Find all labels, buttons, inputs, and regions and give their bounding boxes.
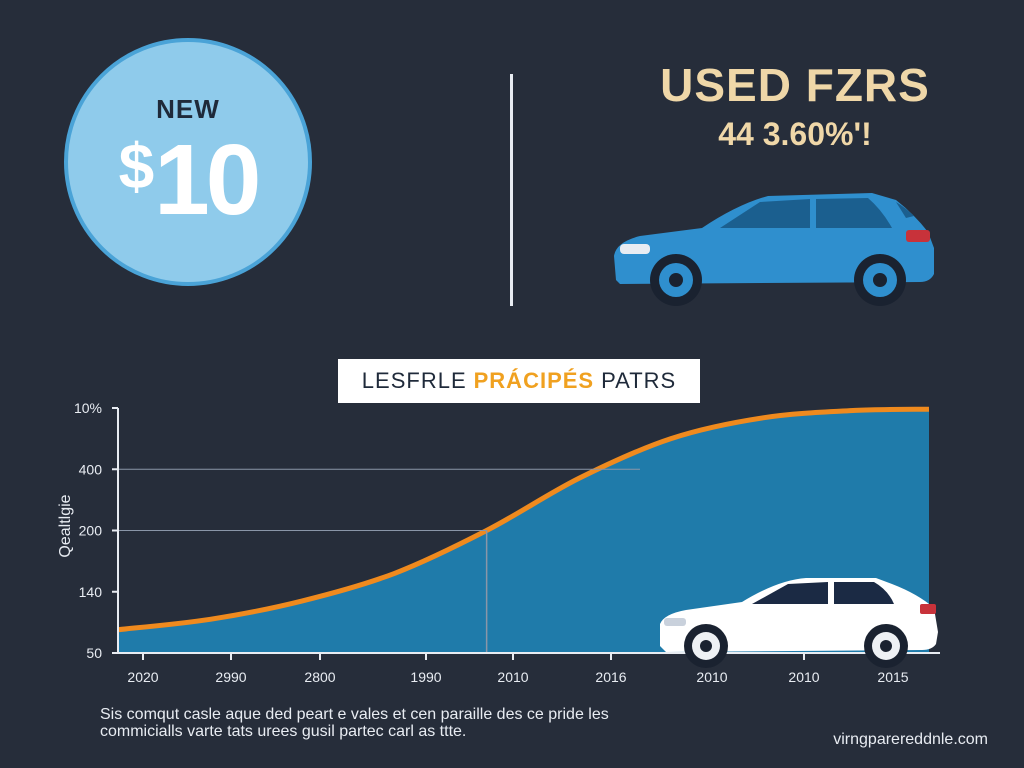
y-tick-labels: 10% 400 200 140 50 [74,400,118,661]
y-tick-label: 140 [79,584,103,600]
x-tick-label: 1990 [410,669,441,685]
x-tick-labels: 2020 2990 2800 1990 2010 2016 2010 2010 2015 [127,653,909,685]
used-subtitle: 44 3.60%'! [718,116,872,152]
y-axis-label: Qealtlgie [57,494,74,557]
series-area-fill [118,409,929,653]
x-tick-label: 2990 [215,669,246,685]
banner-suffix: PATRS [601,368,677,393]
x-tick-label: 2010 [696,669,727,685]
series-line [117,406,930,633]
price-value: 10 [154,124,261,236]
section-divider [510,74,513,306]
x-tick-label: 2010 [788,669,819,685]
new-price-badge: NEW $10 [64,38,312,286]
y-tick-label: 50 [86,645,102,661]
white-car-icon [660,578,938,668]
new-label: NEW [156,94,220,124]
caption-line-1: Sis comqut casle aque ded peart e vales … [100,706,609,723]
y-tick-label: 200 [79,523,103,539]
chart-title-banner: LESFRLE PRÁCIPÉS PATRS [338,359,700,403]
website-url: virngparereddnle.com [833,731,988,748]
used-title: USED FZRS [660,59,930,111]
price-currency-symbol: $ [118,130,155,202]
chart-caption: Sis comqut casle aque ded peart e vales … [100,706,660,740]
x-tick-label: 2015 [877,669,908,685]
blue-car-icon [614,193,934,306]
new-price: $10 [68,130,308,230]
x-tick-label: 2016 [595,669,626,685]
x-tick-label: 2010 [497,669,528,685]
banner-prefix: LESFRLE [361,368,467,393]
x-tick-label: 2020 [127,669,158,685]
banner-highlight: PRÁCIPÉS [473,368,595,393]
y-tick-label: 10% [74,400,102,416]
x-tick-label: 2800 [304,669,335,685]
caption-line-2: commicialls varte tats urees gusil parte… [100,723,467,740]
y-tick-label: 400 [79,461,103,477]
